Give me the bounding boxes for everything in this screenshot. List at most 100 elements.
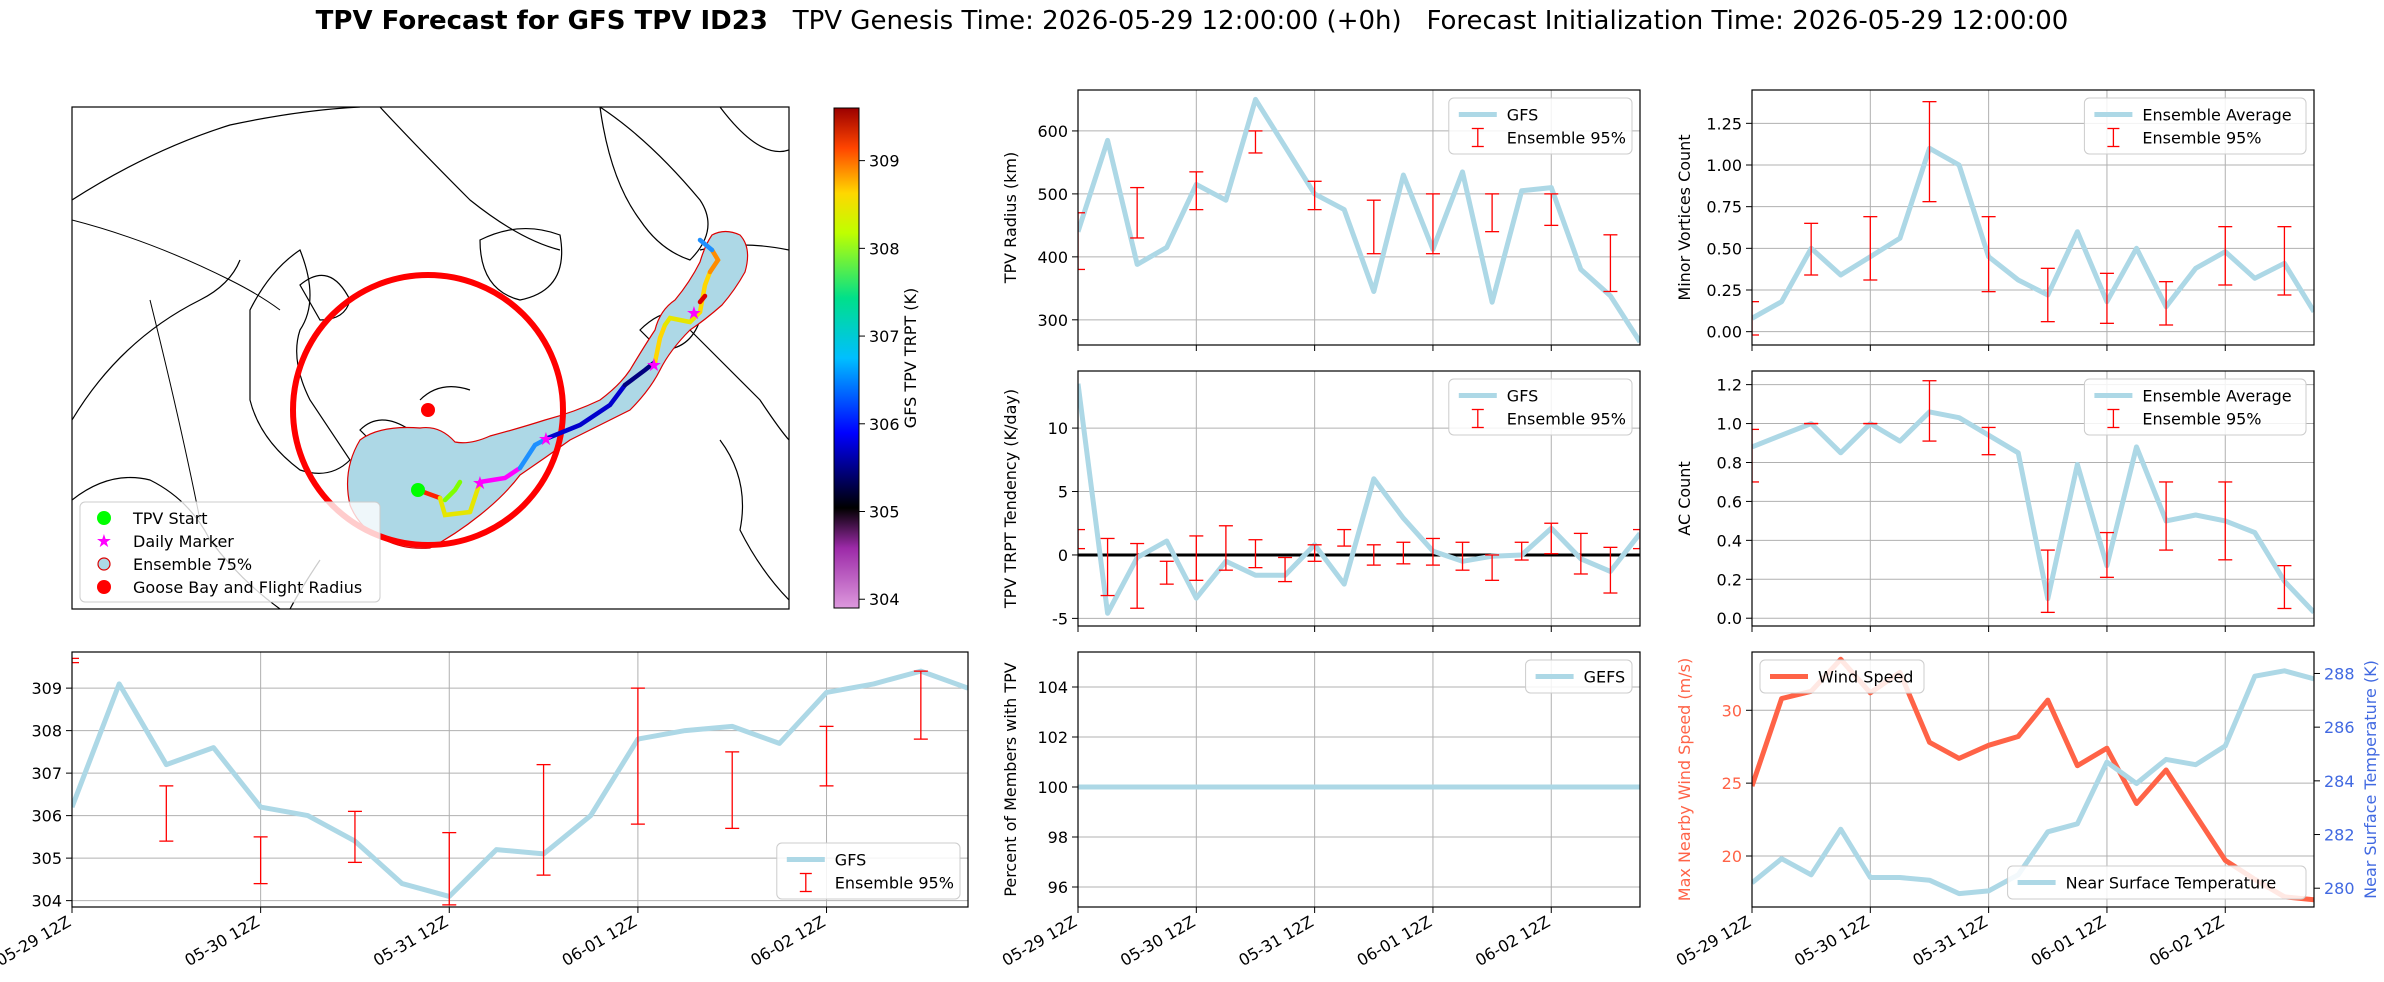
colorbar-tick-label: 306 — [869, 415, 900, 434]
y-tick-label: 20 — [1722, 847, 1742, 866]
legend-label: Ensemble Average — [2142, 106, 2291, 125]
series-line — [1078, 96, 1640, 344]
legend-box — [2083, 378, 2307, 436]
daily-marker: ★ — [538, 429, 554, 450]
x-tick-label: 05-29 12Z — [0, 912, 74, 970]
legend-tpv-start: TPV Start — [132, 509, 208, 528]
percent-members-panel: 05-29 12Z 05-30 12Z 05-31 12Z 06-01 12Z 06-0… — [999, 651, 1641, 970]
legend: Ensemble Average Ensemble 95% — [2083, 97, 2307, 155]
legend-label: Ensemble 95% — [835, 874, 954, 893]
y-tick-label: 98 — [1048, 828, 1068, 847]
y-axis-label: TPV Radius (km) — [1001, 152, 1020, 285]
legend-box — [2007, 865, 2307, 900]
title-rest: TPV Genesis Time: 2026-05-29 12:00:00 (+… — [792, 6, 2069, 36]
legend-daily-marker: Daily Marker — [133, 532, 234, 551]
plot-area — [1078, 652, 1640, 907]
y-tick-label: 25 — [1722, 774, 1742, 793]
legend: Near Surface Temperature — [2007, 865, 2307, 900]
ac-count-panel: 0.0 0.2 0.4 0.6 0.8 1.0 1.2 AC Count Ensemble Av… — [1675, 370, 2315, 632]
trpt-panel: 05-29 12Z 05-30 12Z 05-31 12Z 06-01 12Z 06-0… — [0, 651, 969, 970]
y-tick-label: 1.00 — [1706, 156, 1742, 175]
daily-marker: ★ — [472, 473, 488, 494]
x-tick-label: 06-02 12Z — [747, 912, 828, 970]
y-tick-label: 600 — [1037, 122, 1068, 141]
series-line — [1752, 409, 2314, 615]
legend-label: Near Surface Temperature — [2066, 874, 2277, 893]
legend: GEFS — [1525, 659, 1633, 694]
legend-ensemble-marker — [97, 557, 111, 571]
y2-tick-label: 286 — [2324, 718, 2355, 737]
colorbar-tick-label: 307 — [869, 327, 900, 346]
series-line — [1078, 383, 1640, 616]
legend-label: GFS — [1507, 106, 1538, 125]
x-tick-label: 05-30 12Z — [1791, 912, 1872, 970]
plot-content — [72, 657, 968, 906]
y-tick-label: 1.25 — [1706, 114, 1742, 133]
x-tick-label: 05-31 12Z — [1909, 912, 1990, 970]
x-tick-label: 05-29 12Z — [999, 912, 1080, 970]
legend-label: Ensemble Average — [2142, 387, 2291, 406]
y-tick-label: 104 — [1037, 678, 1068, 697]
legend-label: Wind Speed — [1818, 668, 1913, 687]
x-tick-label: 06-01 12Z — [559, 912, 640, 970]
series-line — [72, 668, 968, 899]
daily-markers: ★ ★ ★ ★ — [472, 303, 702, 494]
wind-temperature-panel: 05-29 12Z 05-30 12Z 05-31 12Z 06-01 12Z 06-0… — [1673, 651, 2380, 970]
y-tick-label: 308 — [31, 722, 62, 741]
plot-content — [1752, 101, 2314, 336]
y-tick-label: 0.00 — [1706, 323, 1742, 342]
y-tick-label: 5 — [1058, 483, 1068, 502]
y-axis-label: Minor Vortices Count — [1675, 134, 1694, 300]
y2-tick-label: 284 — [2324, 772, 2355, 791]
plot-content — [1752, 380, 2314, 615]
plot-content — [1078, 96, 1640, 344]
y-tick-label: 1.0 — [1717, 415, 1742, 434]
y-tick-label: 400 — [1037, 248, 1068, 267]
y-tick-label: 96 — [1048, 878, 1068, 897]
series-line — [1752, 145, 2314, 321]
y-tick-label: 307 — [31, 764, 62, 783]
plot-frame — [1077, 89, 1641, 346]
y2-tick-label: 280 — [2324, 879, 2355, 898]
x-tick-label: 05-31 12Z — [1235, 912, 1316, 970]
y-axis-label: Percent of Members with TPV — [1001, 662, 1020, 896]
plot-content — [1078, 383, 1640, 616]
y-tick-label: 1.2 — [1717, 376, 1742, 395]
y-tick-label: 500 — [1037, 185, 1068, 204]
x-tick-label: 06-01 12Z — [1354, 912, 1435, 970]
minor-vortices-panel: 0.00 0.25 0.50 0.75 1.00 1.25 Minor Vortices C… — [1675, 89, 2315, 351]
goose-bay-marker — [421, 403, 435, 417]
legend-label: GEFS — [1584, 668, 1626, 687]
legend-ensemble-75: Ensemble 75% — [133, 555, 252, 574]
tpv-start-marker — [411, 483, 425, 497]
colorbar-tick-label: 305 — [869, 503, 900, 522]
colorbar: GFS TPV TRPT (K) 304 305 306 307 308 309 — [833, 107, 920, 609]
plot-frame — [1077, 370, 1641, 627]
x-tick-label: 05-30 12Z — [181, 912, 262, 970]
y-tick-label: 305 — [31, 849, 62, 868]
legend: Ensemble Average Ensemble 95% — [2083, 378, 2307, 436]
y2-tick-label: 282 — [2324, 826, 2355, 845]
y-tick-label: 30 — [1722, 701, 1742, 720]
plot-frame — [1077, 651, 1641, 908]
y-tick-label: 0.0 — [1717, 609, 1742, 628]
tendency-panel: -5 0 5 10 TPV TRPT Tendency (K/day) GFS Ensemb… — [1001, 370, 1641, 632]
flight-radius-circle — [290, 272, 566, 548]
legend-box — [1759, 659, 1925, 694]
y-tick-label: 0.8 — [1717, 453, 1742, 472]
legend-label: Ensemble 95% — [1507, 410, 1626, 429]
colorbar-tick-label: 309 — [869, 152, 900, 171]
legend-label: Ensemble 95% — [1507, 129, 1626, 148]
y-axis-label: Max Nearby Wind Speed (m/s) — [1675, 658, 1694, 901]
legend: GFS Ensemble 95% — [776, 842, 961, 900]
daily-marker: ★ — [686, 303, 702, 324]
y-tick-label: -5 — [1052, 609, 1068, 628]
legend-goose-bay: Goose Bay and Flight Radius — [133, 578, 362, 597]
y-tick-label: 100 — [1037, 778, 1068, 797]
x-tick-label: 06-01 12Z — [2028, 912, 2109, 970]
figure-title: TPV Forecast for GFS TPV ID23 TPV Genesi… — [0, 6, 2384, 36]
map-legend: TPV Start ★ Daily Marker Ensemble 75% Go… — [79, 501, 381, 603]
y-tick-label: 306 — [31, 807, 62, 826]
daily-marker: ★ — [646, 355, 662, 376]
y-axis-label: AC Count — [1675, 461, 1694, 535]
